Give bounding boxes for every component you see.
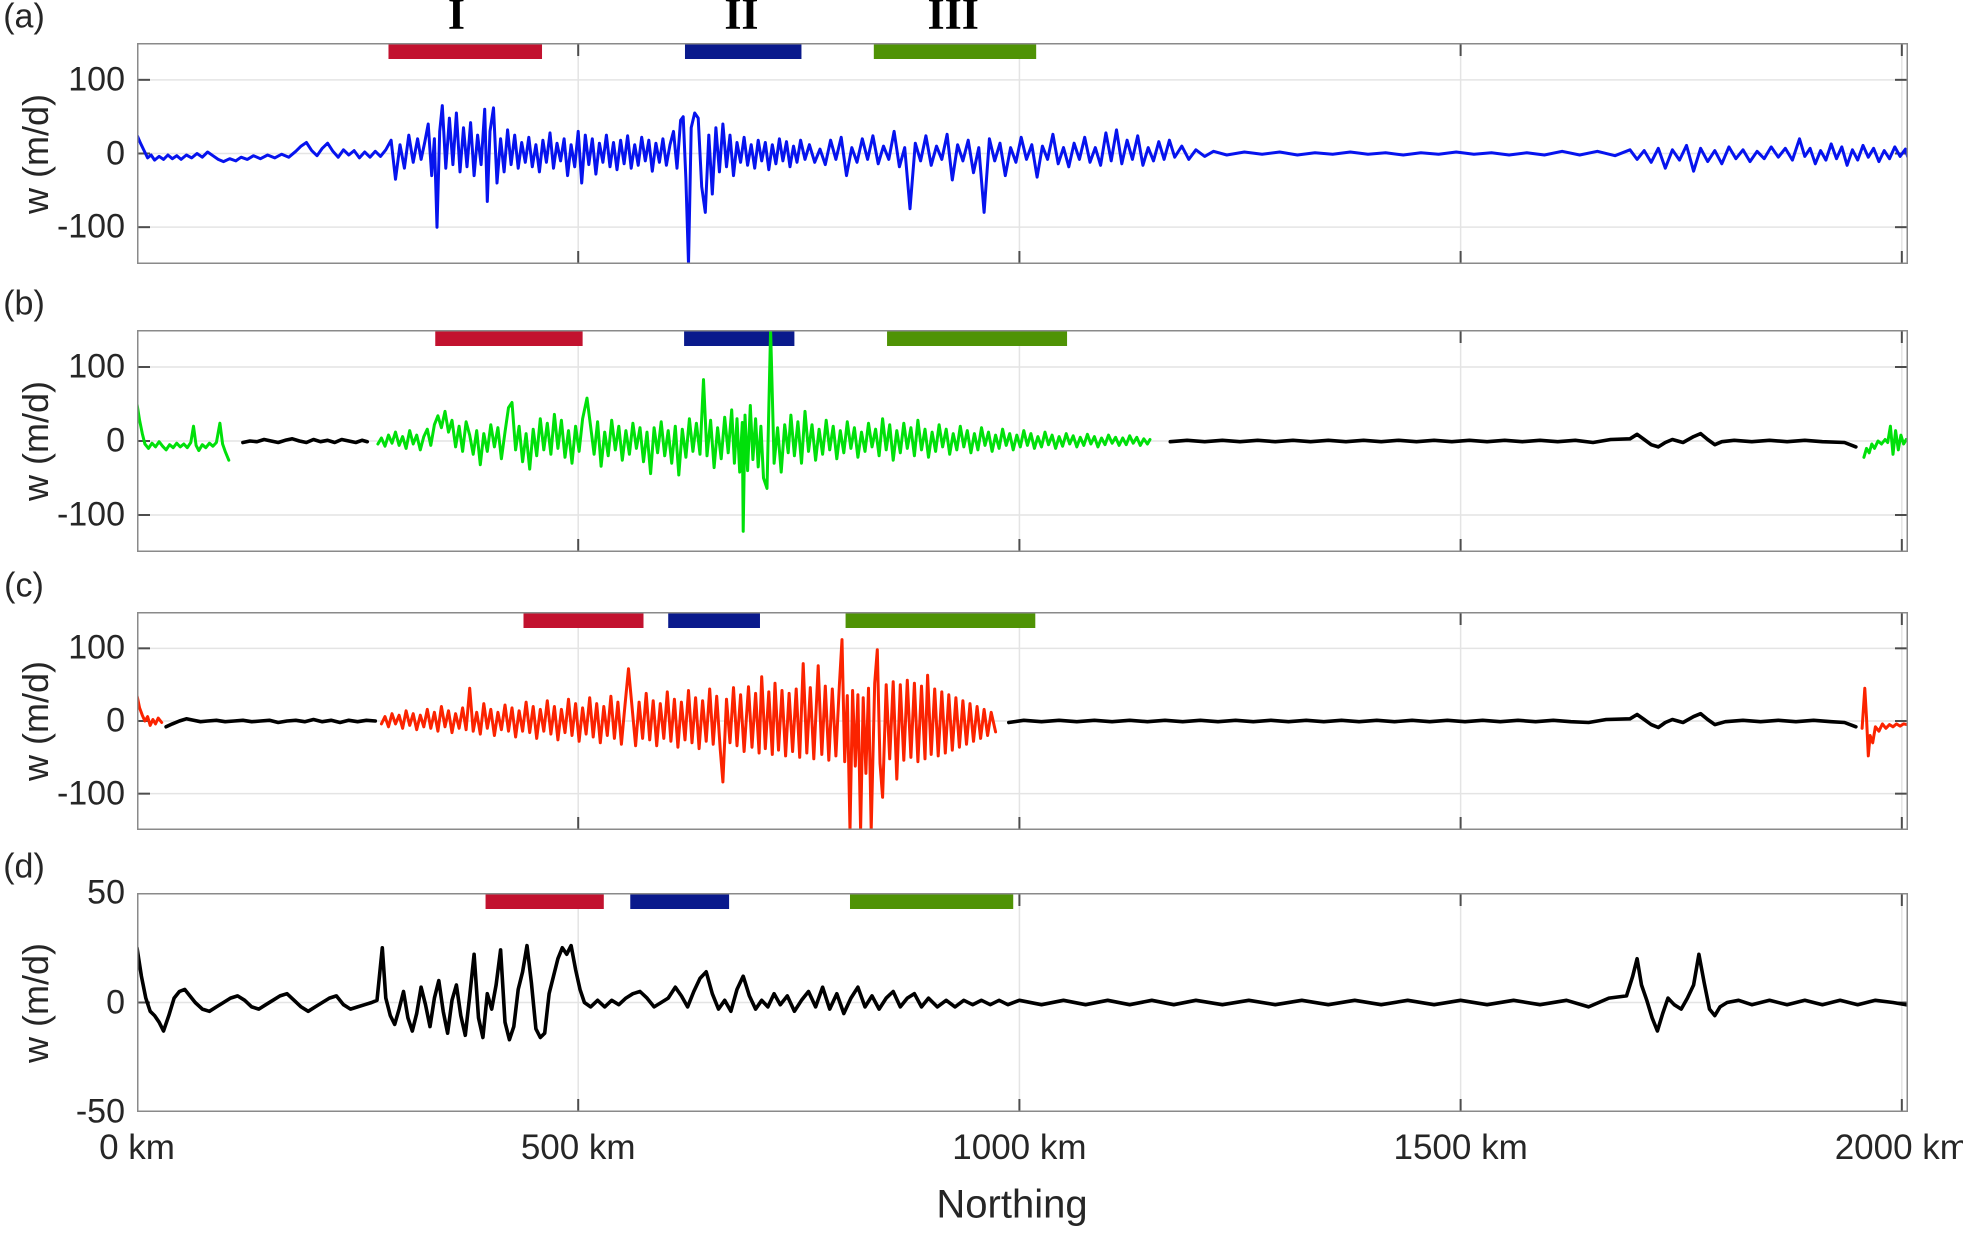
region-bar-II bbox=[668, 613, 760, 628]
x-tick-label: 1000 km bbox=[952, 1128, 1087, 1167]
region-label-III: III bbox=[927, 0, 979, 39]
y-axis-title-d: w (m/d) bbox=[15, 942, 56, 1063]
panel-c-plot bbox=[137, 612, 1908, 830]
x-tick-label: 1500 km bbox=[1393, 1128, 1528, 1167]
y-tick-label: 0 bbox=[106, 983, 125, 1021]
y-axis-title-c: w (m/d) bbox=[15, 661, 56, 781]
y-tick-label: -100 bbox=[56, 495, 125, 534]
axes-box bbox=[137, 893, 1908, 1112]
panel-a-plot bbox=[137, 43, 1908, 264]
x-tick-label: 0 km bbox=[99, 1128, 175, 1167]
region-label-I: I bbox=[447, 0, 465, 39]
y-tick-label: -100 bbox=[56, 774, 125, 813]
panel-letter-d: (d) bbox=[3, 847, 45, 886]
region-bar-II bbox=[684, 44, 802, 59]
region-bar-I bbox=[523, 613, 644, 628]
series-line-black bbox=[164, 717, 378, 729]
region-label-II: II bbox=[724, 0, 759, 39]
y-tick-label: 0 bbox=[106, 701, 125, 740]
axes-box bbox=[137, 43, 1908, 264]
region-bar-I bbox=[388, 44, 543, 59]
x-tick-label: 500 km bbox=[520, 1128, 636, 1167]
y-tick-label: 100 bbox=[68, 60, 125, 99]
x-axis-title: Northing bbox=[936, 1182, 1088, 1227]
series-line-red bbox=[1860, 686, 1908, 758]
series-line-blue bbox=[137, 104, 1908, 264]
series-line-green bbox=[376, 330, 1152, 533]
panel-letter-b: (b) bbox=[3, 284, 45, 323]
y-tick-label: 100 bbox=[68, 628, 125, 667]
region-bar-III bbox=[873, 44, 1037, 59]
region-bar-III bbox=[849, 894, 1014, 909]
region-bar-II bbox=[630, 894, 730, 909]
y-axis-title-a: w (m/d) bbox=[15, 93, 56, 214]
y-tick-label: -100 bbox=[56, 207, 125, 246]
y-axis-title-b: w (m/d) bbox=[15, 381, 56, 501]
panel-letter-a: (a) bbox=[3, 0, 45, 36]
y-tick-label: 50 bbox=[87, 873, 125, 912]
y-tick-label: -50 bbox=[75, 1092, 125, 1131]
series-line-black bbox=[241, 437, 370, 445]
region-bar-III bbox=[845, 613, 1036, 628]
panel-b-plot bbox=[137, 330, 1908, 552]
y-tick-label: 100 bbox=[68, 347, 125, 386]
region-bar-I bbox=[485, 894, 604, 909]
region-bar-I bbox=[435, 331, 583, 346]
series-line-black bbox=[1168, 431, 1858, 449]
series-line-black bbox=[1006, 711, 1858, 730]
y-tick-label: 0 bbox=[106, 134, 125, 172]
axes-box bbox=[137, 330, 1908, 552]
x-tick-label: 2000 km bbox=[1834, 1128, 1963, 1167]
series-line-green bbox=[1862, 424, 1908, 459]
series-line-red bbox=[379, 638, 998, 830]
axes-box bbox=[137, 612, 1908, 830]
y-tick-label: 0 bbox=[106, 421, 125, 460]
region-bar-III bbox=[887, 331, 1068, 346]
series-line-green bbox=[137, 402, 231, 462]
region-bar-II bbox=[684, 331, 795, 346]
panel-letter-c: (c) bbox=[4, 566, 44, 605]
panel-d-plot bbox=[137, 893, 1908, 1112]
series-line-red bbox=[137, 694, 164, 727]
series-line-black bbox=[137, 943, 1908, 1042]
